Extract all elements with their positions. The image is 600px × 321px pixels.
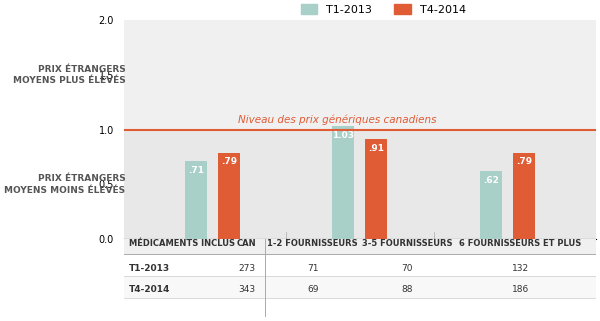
- Bar: [124, 130, 596, 239]
- Text: 1-2 FOURNISSEURS: 1-2 FOURNISSEURS: [268, 239, 358, 248]
- Text: CAN: CAN: [237, 239, 256, 248]
- Text: .71: .71: [188, 166, 204, 175]
- Text: .79: .79: [221, 157, 237, 166]
- Text: MÉDICAMENTS INCLUS: MÉDICAMENTS INCLUS: [128, 239, 235, 248]
- Text: 343: 343: [238, 285, 255, 294]
- Text: Niveau des prix génériques canadiens: Niveau des prix génériques canadiens: [238, 115, 437, 125]
- Legend: T1-2013, T4-2014: T1-2013, T4-2014: [296, 0, 470, 20]
- Text: T1-2013: T1-2013: [128, 264, 170, 273]
- Bar: [479, 171, 502, 239]
- Text: 71: 71: [307, 264, 319, 273]
- Text: 132: 132: [512, 264, 529, 273]
- Text: PRIX ÉTRANGERS
MOYENS MOINS ÉLEVÉS: PRIX ÉTRANGERS MOYENS MOINS ÉLEVÉS: [4, 174, 125, 195]
- Bar: [513, 152, 535, 239]
- Bar: [332, 126, 355, 239]
- Text: 69: 69: [307, 285, 319, 294]
- Text: T4-2014: T4-2014: [128, 285, 170, 294]
- Text: 3-5 FOURNISSEURS: 3-5 FOURNISSEURS: [362, 239, 452, 248]
- Bar: [124, 21, 596, 130]
- Text: 273: 273: [238, 264, 255, 273]
- Text: 6 FOURNISSEURS ET PLUS: 6 FOURNISSEURS ET PLUS: [459, 239, 581, 248]
- Bar: [218, 152, 240, 239]
- Text: 88: 88: [401, 285, 413, 294]
- Text: 1.03: 1.03: [332, 131, 354, 140]
- Text: 70: 70: [401, 264, 413, 273]
- Text: 186: 186: [512, 285, 529, 294]
- Text: .79: .79: [516, 157, 532, 166]
- Bar: [365, 140, 388, 239]
- Text: .62: .62: [483, 176, 499, 185]
- Bar: [185, 161, 207, 239]
- FancyBboxPatch shape: [124, 276, 596, 298]
- FancyBboxPatch shape: [124, 255, 596, 276]
- Text: PRIX ÉTRANGERS
MOYENS PLUS ÉLEVÉS: PRIX ÉTRANGERS MOYENS PLUS ÉLEVÉS: [13, 65, 125, 85]
- Text: .91: .91: [368, 144, 385, 153]
- FancyBboxPatch shape: [124, 229, 596, 255]
